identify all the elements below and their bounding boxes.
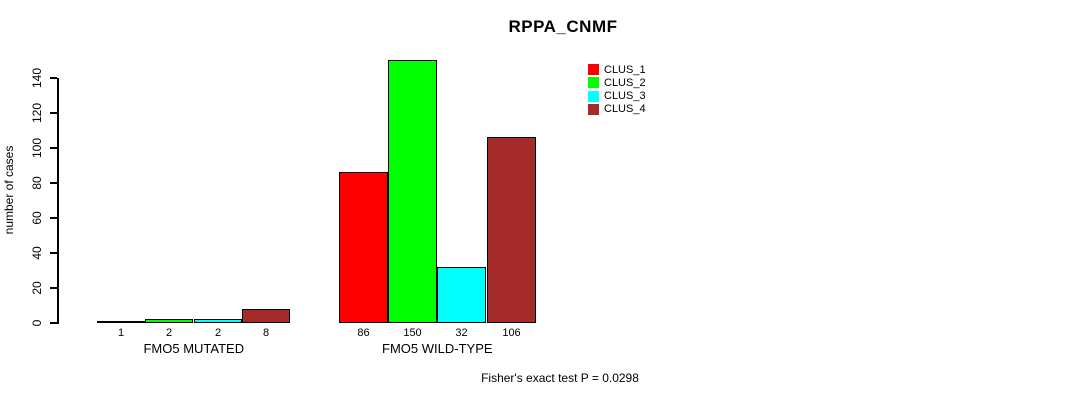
bar-value-label: 106 (502, 327, 521, 339)
legend-swatch-clus_3 (588, 90, 599, 102)
y-tick-label: 100 (30, 137, 44, 159)
bar-clus_2-group1 (145, 319, 193, 323)
fisher-test-annotation: Fisher's exact test P = 0.0298 (481, 371, 639, 385)
legend-row: CLUS_4 (588, 103, 646, 116)
legend-row: CLUS_2 (588, 76, 646, 89)
bar-clus_3-group2 (437, 267, 486, 323)
bar-clus_1-group1 (97, 321, 145, 323)
bar-value-label: 2 (214, 327, 222, 339)
y-tick-mark (50, 322, 57, 324)
y-tick-label: 140 (30, 67, 44, 89)
y-tick-mark (50, 112, 57, 114)
legend: CLUS_1 CLUS_2 CLUS_3 CLUS_4 (588, 64, 646, 117)
legend-swatch-clus_4 (588, 103, 599, 115)
bar-clus_3-group1 (194, 319, 242, 323)
bar-clus_1-group2 (339, 172, 388, 323)
y-tick-mark (50, 77, 57, 79)
bar-clus_4-group1 (242, 309, 290, 323)
bar-value-label: 2 (165, 327, 173, 339)
y-tick-mark (50, 217, 57, 219)
bar-value-label: 150 (403, 327, 422, 339)
y-tick-label: 60 (30, 211, 44, 225)
y-axis-line (57, 78, 59, 324)
y-tick-label: 40 (30, 246, 44, 260)
legend-row: CLUS_3 (588, 90, 646, 103)
bar-value-label: 32 (455, 327, 468, 339)
bar-value-label: 86 (357, 327, 370, 339)
bar-clus_4-group2 (487, 137, 536, 323)
legend-label: CLUS_2 (604, 76, 646, 89)
group-label-2: FMO5 WILD-TYPE (382, 341, 493, 356)
y-tick-mark (50, 147, 57, 149)
legend-swatch-clus_2 (588, 77, 599, 89)
legend-label: CLUS_1 (604, 63, 646, 76)
legend-row: CLUS_1 (588, 63, 646, 76)
y-axis-title: number of cases (2, 145, 16, 235)
bar-value-label: 1 (117, 327, 125, 339)
bar-clus_2-group2 (388, 60, 437, 323)
legend-label: CLUS_3 (604, 90, 646, 103)
chart-title: RPPA_CNMF (508, 17, 618, 36)
y-tick-mark (50, 182, 57, 184)
y-tick-label: 120 (30, 102, 44, 124)
y-tick-mark (50, 252, 57, 254)
y-tick-mark (50, 287, 57, 289)
group-label-1: FMO5 MUTATED (143, 341, 245, 356)
bar-value-label: 8 (262, 327, 270, 339)
legend-swatch-clus_1 (588, 64, 599, 75)
y-tick-label: 0 (30, 319, 44, 327)
y-tick-label: 80 (30, 176, 44, 190)
legend-label: CLUS_4 (604, 103, 646, 116)
y-tick-label: 20 (30, 281, 44, 295)
